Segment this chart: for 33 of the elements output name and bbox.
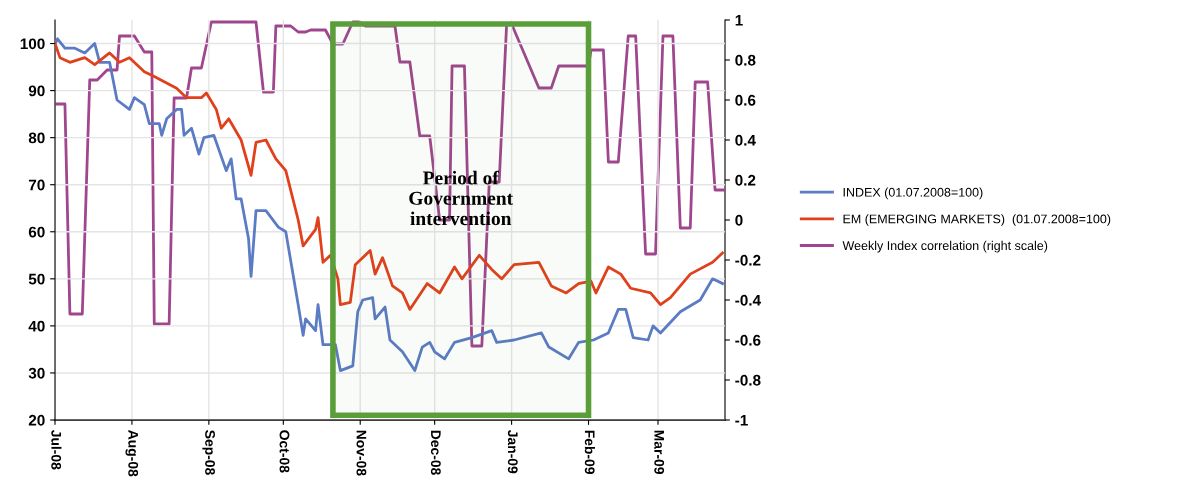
x-tick-label: Feb-09 (584, 430, 595, 474)
y2-tick-label: -0.6 (735, 334, 761, 346)
y-tick-label: 80 (28, 132, 45, 144)
y2-tick-label: 0 (735, 214, 743, 226)
y-tick-label: 40 (28, 320, 45, 332)
y-tick-label: 60 (28, 226, 45, 238)
x-tick-label: Nov-08 (356, 430, 367, 476)
y-tick-label: 70 (28, 179, 45, 191)
x-tick-label: Mar-09 (654, 430, 665, 474)
x-tick-label: Jul-08 (51, 429, 62, 470)
y-tick-label: 50 (28, 273, 45, 285)
line-series (55, 42, 724, 311)
y2-tick-label: 0.8 (735, 54, 756, 66)
y2-tick-label: 0.6 (735, 94, 756, 106)
y-tick-label: 20 (28, 414, 45, 426)
y2-tick-label: 0.2 (735, 174, 756, 186)
y-tick-label: 100 (20, 38, 45, 50)
x-tick-label: Oct-08 (279, 430, 290, 473)
legend-label: EM (EMERGING MARKETS) (01.07.2008=100) (843, 214, 1111, 226)
y2-tick-label: -0.8 (735, 374, 761, 386)
y2-tick-label: 0.4 (735, 134, 756, 146)
x-tick-label: Dec-08 (430, 430, 441, 475)
legend-label: Weekly Index correlation (right scale) (842, 240, 1048, 253)
x-tick-label: Sep-08 (202, 430, 215, 475)
legend-label: INDEX (01.07.2008=100) (843, 187, 983, 200)
y-tick-label: 30 (28, 367, 45, 379)
x-tick-label: Jan-09 (507, 429, 518, 474)
y2-tick-label: -0.4 (735, 294, 761, 306)
y2-tick-label: 1 (735, 15, 743, 26)
y2-tick-label: -0.2 (735, 254, 761, 266)
x-tick-label: Aug-08 (125, 430, 139, 477)
y2-tick-label: -1 (735, 415, 748, 426)
y-tick-label: 90 (28, 85, 45, 97)
